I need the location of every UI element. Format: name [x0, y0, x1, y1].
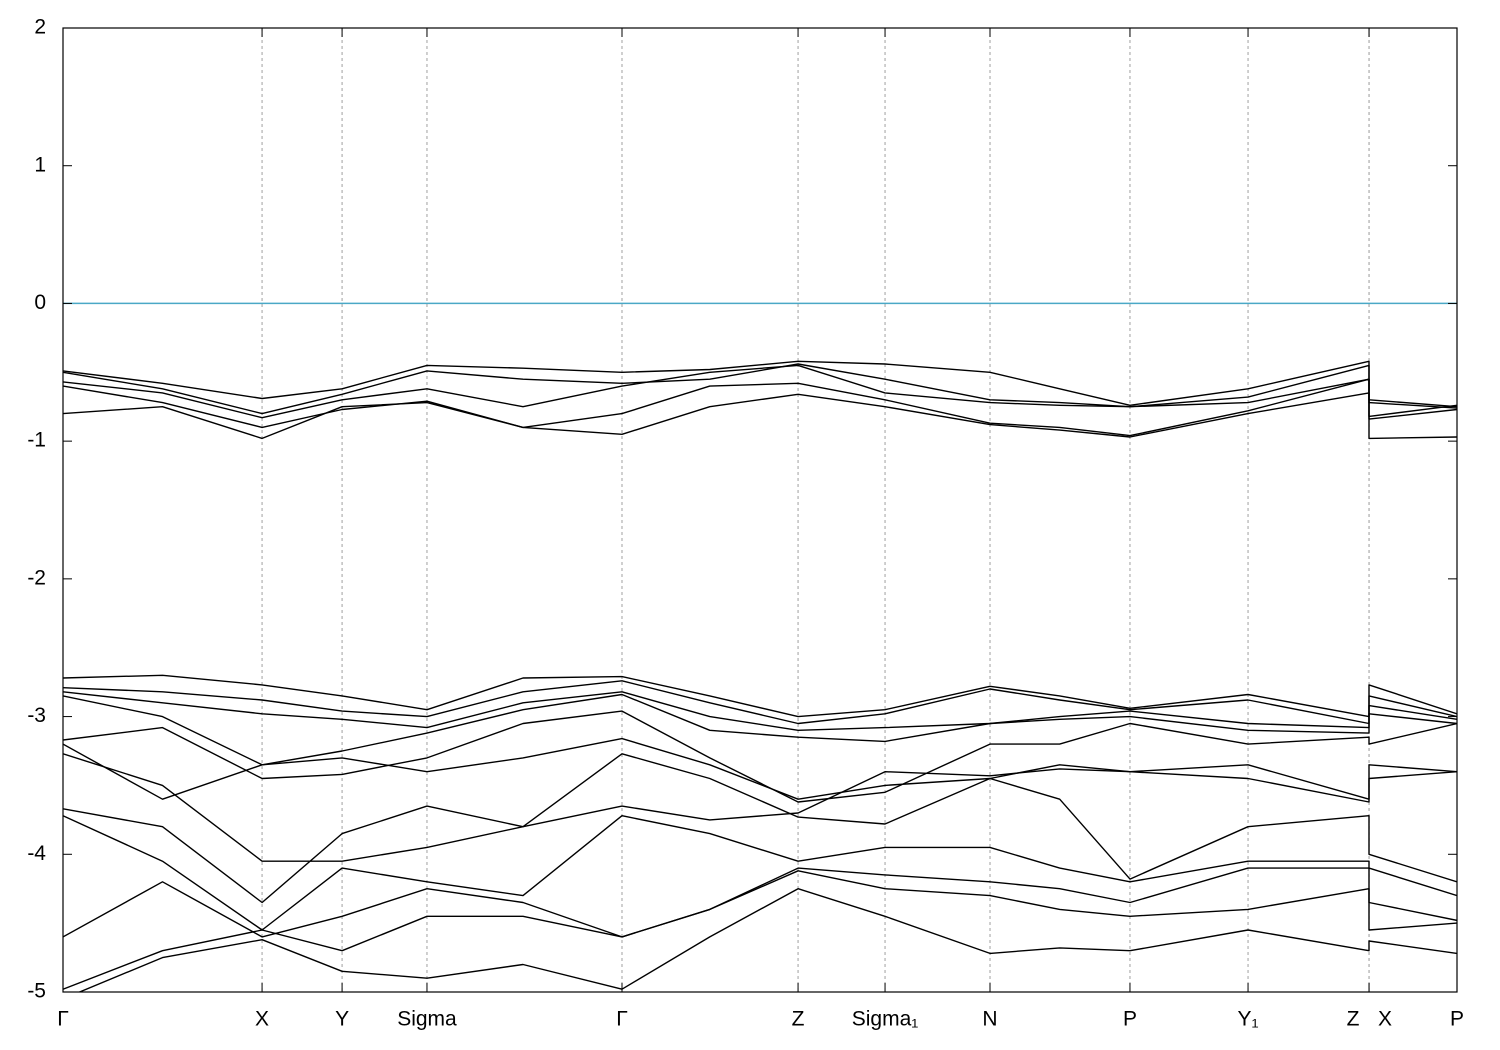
x-tick-label: Y₁ [1237, 1008, 1258, 1031]
band-line [63, 693, 1457, 766]
y-tick-label: -4 [27, 842, 46, 865]
x-tick-label: Z [1347, 1008, 1360, 1031]
band-line [63, 364, 1457, 419]
x-tick-label: N [982, 1008, 997, 1031]
x-tick-label: Sigma₁ [852, 1008, 919, 1031]
x-tick-label: P [1123, 1008, 1137, 1031]
band-line [63, 867, 1457, 938]
y-tick-label: -5 [27, 980, 46, 1003]
y-tick-label: -2 [27, 566, 46, 589]
plot-frame [62, 27, 1458, 993]
band-line [63, 691, 1457, 731]
x-tick-label: P [1450, 1008, 1464, 1031]
band-line [63, 737, 1457, 800]
y-tick-label: -3 [27, 704, 46, 727]
band-line [63, 815, 1457, 931]
y-tick-label: 0 [34, 291, 46, 314]
band-line [63, 870, 1457, 990]
x-tick-label: X [1378, 1008, 1392, 1031]
band-line [63, 360, 1457, 408]
x-tick-label: Γ [616, 1008, 628, 1031]
x-tick-label: X [255, 1008, 269, 1031]
band-line [63, 363, 1457, 415]
band-line [63, 710, 1457, 803]
x-tick-label: Γ [57, 1008, 69, 1031]
band-line [63, 378, 1457, 437]
x-tick-label: Sigma [397, 1008, 457, 1031]
x-tick-label: Z [792, 1008, 805, 1031]
band-line [77, 888, 1457, 992]
grid-layer [261, 28, 1370, 992]
band-line [63, 753, 1457, 904]
y-tick-label: 1 [34, 153, 46, 176]
y-tick-label: 2 [34, 16, 46, 39]
y-tick-label: -1 [27, 429, 46, 452]
bands-layer [63, 302, 1457, 992]
band-line [63, 753, 1457, 862]
band-line [63, 674, 1457, 718]
band-line [63, 392, 1457, 440]
x-tick-label: Y [335, 1008, 349, 1031]
band-line [63, 680, 1457, 725]
